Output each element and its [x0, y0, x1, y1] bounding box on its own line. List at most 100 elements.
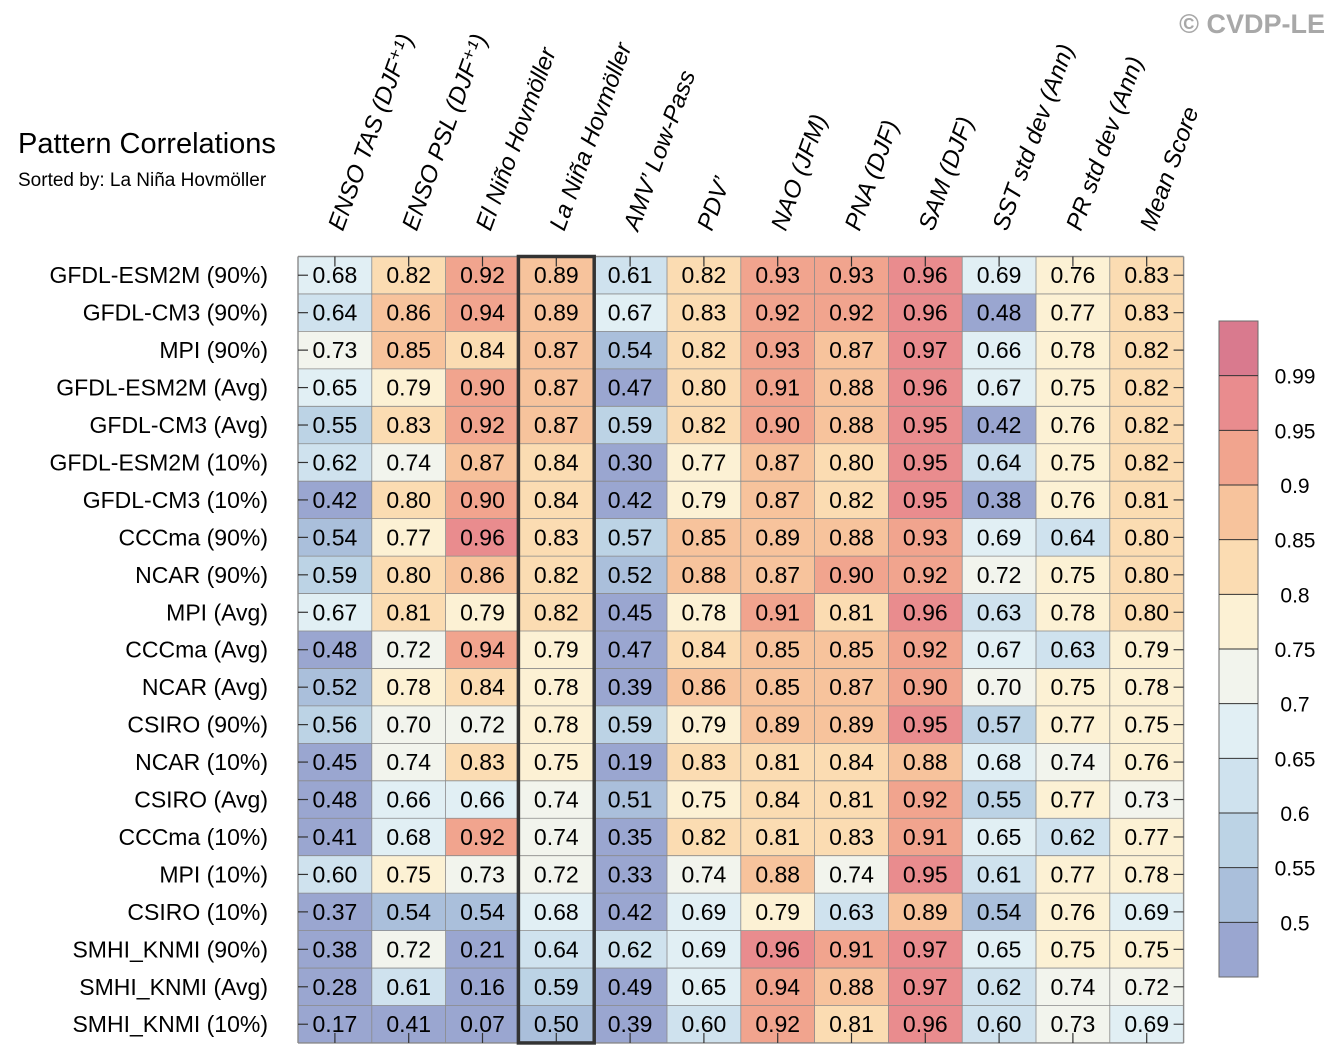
heatmap-cell: [519, 593, 594, 632]
cell-value-label: 0.90: [460, 487, 505, 513]
row-label: GFDL-CM3 (90%): [83, 300, 268, 326]
heatmap-cell: [962, 855, 1037, 894]
cell-value-label: 0.79: [1124, 637, 1169, 663]
heatmap-cell: [888, 818, 963, 857]
cell-value-label: 0.81: [1124, 487, 1169, 513]
heatmap-cell: [298, 780, 373, 819]
row-labels: GFDL-ESM2M (90%) GFDL-CM3 (90%) MPI (90%) G…: [49, 262, 268, 1037]
heatmap-cell: [371, 743, 447, 782]
heatmap-cell: [298, 481, 373, 520]
heatmap-cell: [371, 631, 447, 670]
column-label: SST std dev (Ann): [987, 41, 1079, 234]
cell-value-label: 0.82: [1124, 412, 1169, 438]
cell-value-label: 0.90: [460, 375, 505, 401]
heatmap-cell: [1036, 368, 1111, 407]
column-label: La Niña Hovmöller: [545, 38, 638, 234]
heatmap-cell: [445, 818, 520, 857]
heatmap-cell: [1109, 631, 1185, 670]
cell-value-label: 0.88: [829, 974, 874, 1000]
cell-value-label: 0.92: [460, 412, 505, 438]
cell-value-label: 0.91: [755, 375, 800, 401]
heatmap-cell: [371, 331, 447, 370]
cell-value-label: 0.87: [460, 449, 505, 475]
heatmap-cell: [445, 406, 520, 445]
cell-value-label: 0.79: [682, 712, 727, 738]
cell-value-label: 0.89: [534, 262, 579, 288]
heatmap-cell: [814, 818, 889, 857]
cell-value-label: 0.87: [755, 449, 800, 475]
cell-value-label: 0.95: [903, 487, 948, 513]
cell-value-label: 0.65: [977, 824, 1022, 850]
cell-value-label: 0.81: [755, 824, 800, 850]
heatmap-cell: [371, 968, 447, 1007]
cell-value-label: 0.52: [608, 562, 653, 588]
cell-value-label: 0.47: [608, 375, 653, 401]
heatmap-cell: [962, 780, 1037, 819]
colorbar-label: 0.85: [1275, 530, 1316, 553]
cell-value-label: 0.81: [386, 599, 431, 625]
heatmap-cell: [1109, 368, 1185, 407]
heatmap-cell: [445, 780, 520, 819]
cell-value-label: 0.82: [682, 412, 727, 438]
cell-value-label: 0.74: [386, 449, 431, 475]
cell-value-label: 0.69: [1124, 899, 1169, 925]
heatmap-cell: [814, 855, 889, 894]
cell-value-label: 0.86: [460, 562, 505, 588]
cell-value-label: 0.78: [534, 674, 579, 700]
heatmap-cell: [593, 368, 668, 407]
cell-value-label: 0.92: [755, 300, 800, 326]
cell-value-label: 0.45: [608, 599, 653, 625]
cell-value-label: 0.78: [386, 674, 431, 700]
cell-value-label: 0.80: [1124, 599, 1169, 625]
cell-value-label: 0.75: [534, 749, 579, 775]
heatmap-cell: [814, 593, 889, 632]
cell-value-label: 0.93: [829, 262, 874, 288]
colorbar-label: 0.6: [1280, 803, 1309, 826]
heatmap-cell: [740, 556, 816, 595]
heatmap-cell: [298, 893, 373, 932]
column-label: El Niño Hovmöller: [471, 43, 562, 234]
cell-value-label: 0.21: [460, 936, 505, 962]
cell-value-label: 0.61: [386, 974, 431, 1000]
heatmap-cell: [519, 518, 594, 557]
heatmap-cell: [519, 293, 594, 332]
heatmap-cell: [888, 631, 963, 670]
cell-value-label: 0.83: [534, 524, 579, 550]
heatmap-cell: [445, 855, 520, 894]
heatmap-cell: [962, 331, 1037, 370]
heatmap-cell: [371, 705, 447, 744]
cell-value-label: 0.17: [313, 1011, 358, 1037]
heatmap-cell: [371, 556, 447, 595]
heatmap-cell: [888, 518, 963, 557]
cell-value-label: 0.76: [1051, 899, 1096, 925]
heatmap-cell: [371, 481, 447, 520]
heatmap-cell: [814, 406, 889, 445]
cell-value-label: 0.74: [386, 749, 431, 775]
heatmap-cell: [1109, 818, 1185, 857]
heatmap-cell: [740, 406, 816, 445]
heatmap-cell: [740, 593, 816, 632]
heatmap-cell: [667, 818, 742, 857]
heatmap-cell: [888, 406, 963, 445]
heatmap-cell: [593, 968, 668, 1007]
cell-value-label: 0.74: [829, 861, 874, 887]
cell-value-label: 0.64: [977, 449, 1022, 475]
heatmap-cell: [740, 930, 816, 969]
heatmap-cell: [298, 406, 373, 445]
cell-value-label: 0.59: [608, 712, 653, 738]
cell-value-label: 0.66: [977, 337, 1022, 363]
colorbar-box: [1219, 485, 1258, 541]
cell-value-label: 0.95: [903, 449, 948, 475]
heatmap-cell: [1109, 780, 1185, 819]
cell-value-label: 0.62: [1051, 824, 1096, 850]
heatmap-cell: [298, 668, 373, 707]
highlighted-column-box: [516, 254, 596, 1045]
heatmap-cell: [519, 705, 594, 744]
cell-value-label: 0.82: [1124, 449, 1169, 475]
colorbar-label: 0.8: [1280, 584, 1309, 607]
cell-value-label: 0.77: [1124, 824, 1169, 850]
heatmap-cell: [1109, 406, 1185, 445]
heatmap-cell: [962, 930, 1037, 969]
heatmap-cell: [371, 406, 447, 445]
row-label: GFDL-CM3 (10%): [83, 487, 268, 513]
